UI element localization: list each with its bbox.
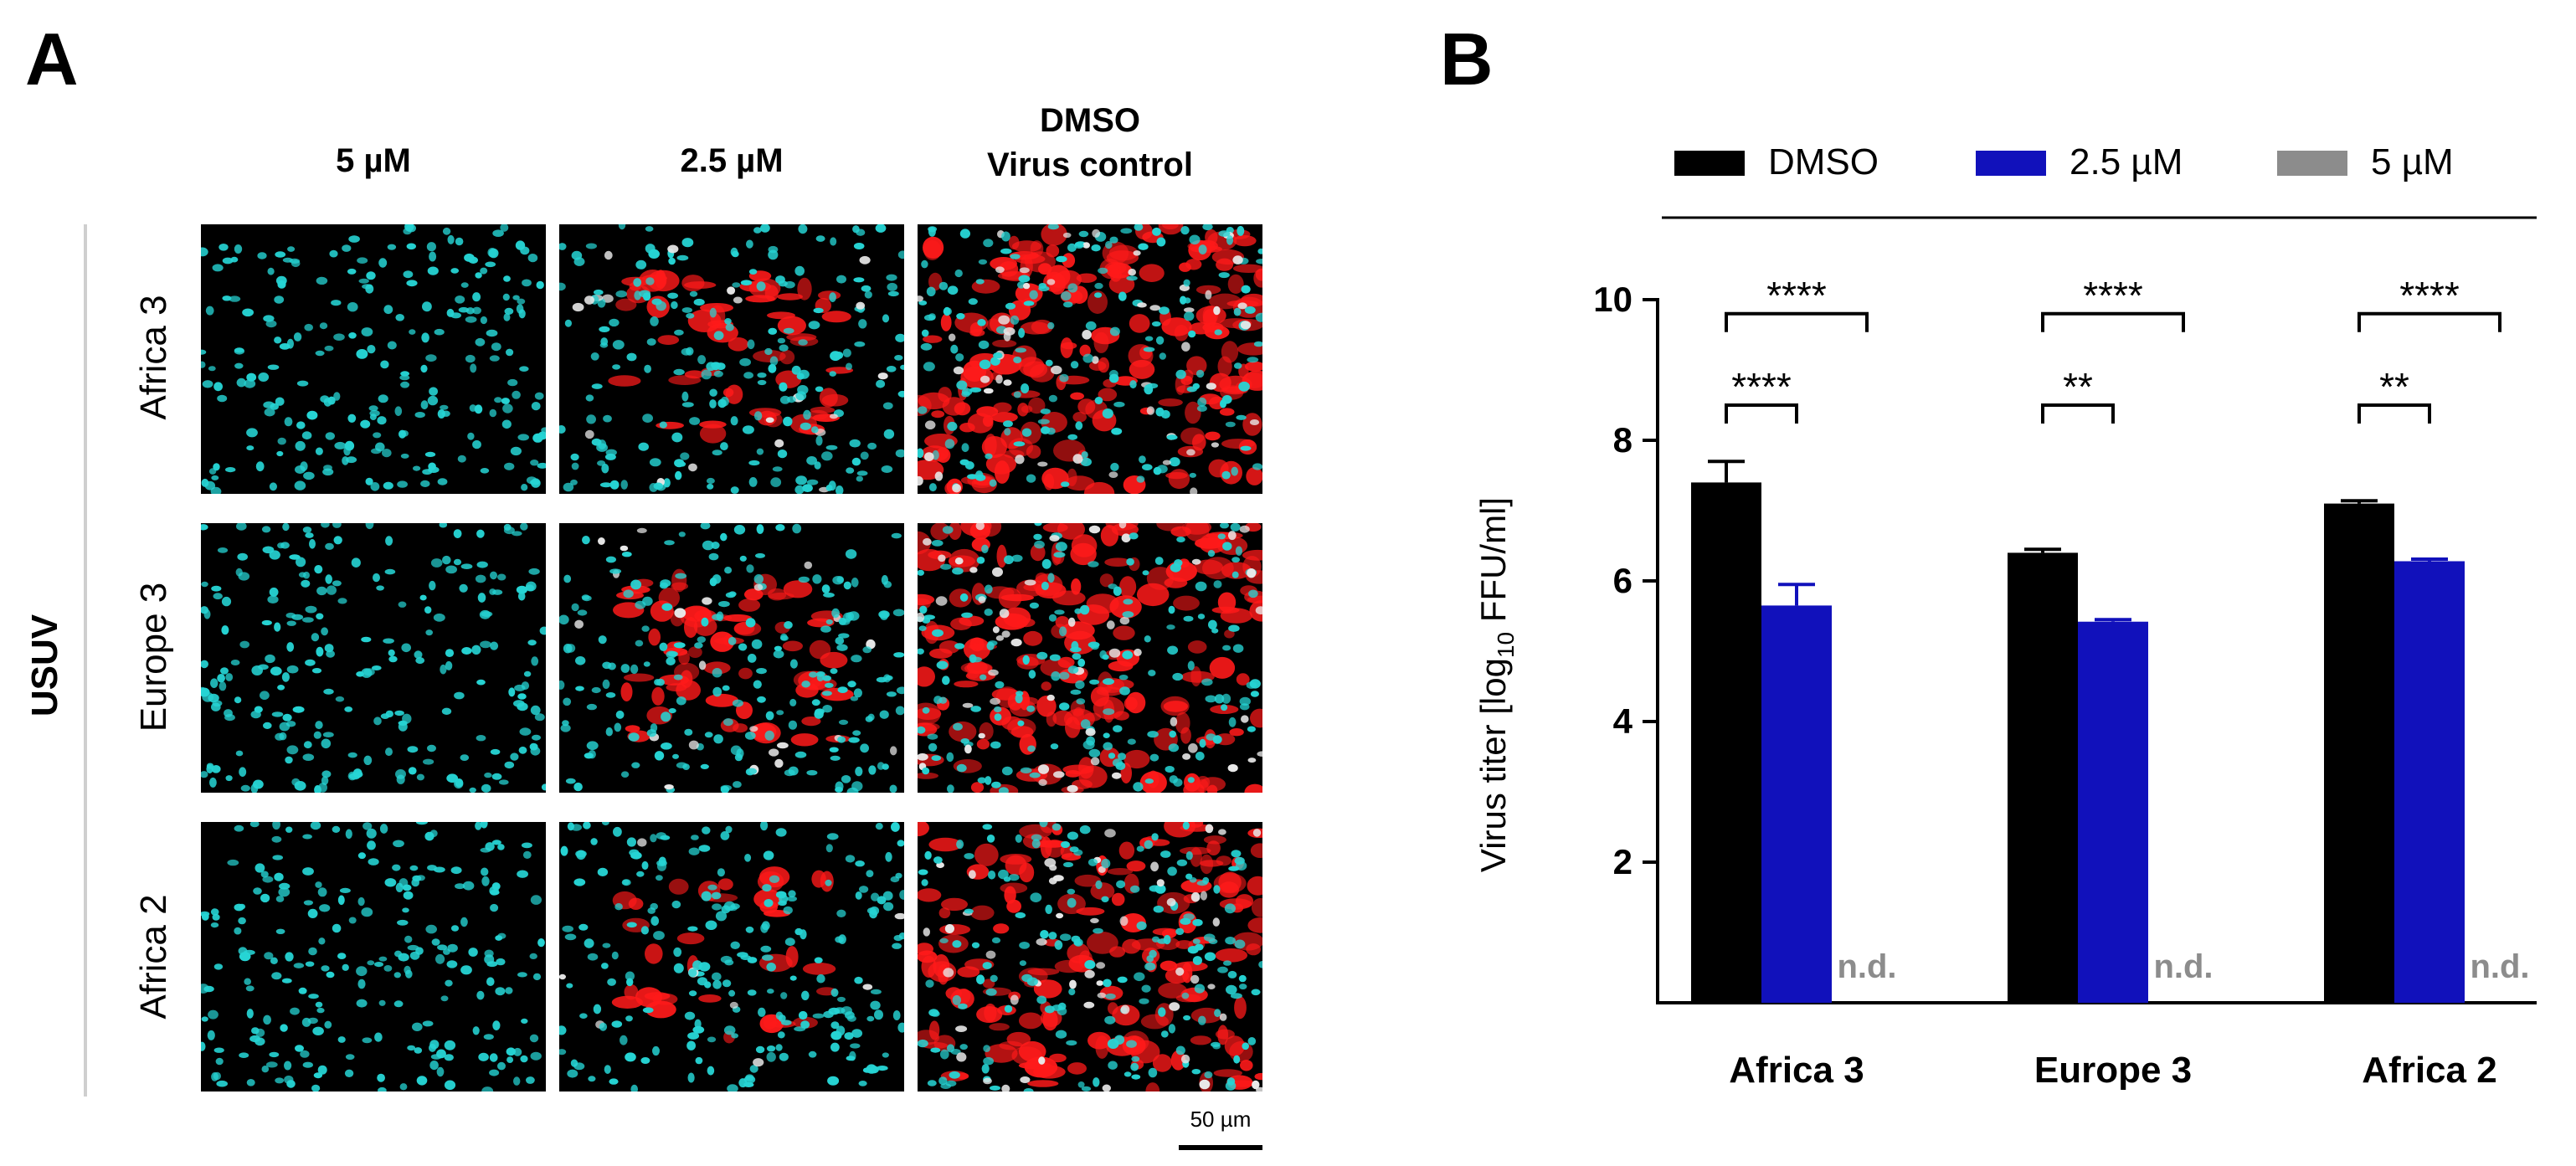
legend-swatch-0 (1674, 151, 1745, 176)
column-header-virus-control: Virus control (987, 146, 1193, 183)
micrograph-africa-3-5um (201, 224, 546, 494)
legend-label-2: 5 µM (2371, 141, 2454, 182)
sig-bracket-top-1 (2041, 311, 2185, 332)
sig-bracket-low-1 (2041, 403, 2115, 424)
group-label-usuv: USUV (24, 614, 65, 717)
nd-label-0: n.d. (1837, 948, 1896, 985)
legend-label-1: 2.5 µM (2070, 141, 2183, 182)
micrograph-africa-2-5um (201, 822, 546, 1092)
bar-0-1 (1761, 605, 1832, 1003)
y-tick-label-4: 10 (1593, 280, 1632, 319)
legend-label-0: DMSO (1768, 141, 1879, 182)
row-label-africa-2: Africa 2 (133, 894, 174, 1020)
x-category-label-0: Africa 3 (1729, 1050, 1864, 1091)
sig-stars-low-0: **** (1731, 365, 1792, 408)
scale-bar (1179, 1145, 1262, 1150)
group-bracket-line (84, 224, 87, 1097)
column-header-dmso: DMSO (1040, 102, 1140, 139)
sig-stars-top-0: **** (1766, 274, 1827, 317)
micrograph-africa-3-dmso (918, 224, 1262, 494)
bar-chart: DMSO 2.5 µM 5 µM 2 4 6 8 10 Virus titer [log10 F… (1473, 141, 2537, 1091)
legend-swatch-2 (2277, 151, 2347, 176)
micrograph-africa-2-dmso (918, 822, 1262, 1092)
y-tick-label-2: 6 (1613, 561, 1632, 600)
y-tick-label-0: 2 (1613, 842, 1632, 881)
column-header-2-5um: 2.5 µM (680, 142, 784, 179)
bar-2-1 (2394, 561, 2465, 1003)
row-label-europe-3: Europe 3 (133, 582, 174, 732)
micrograph-africa-3-2-5um (559, 224, 904, 494)
y-tick-label-3: 8 (1613, 420, 1632, 460)
y-tick-label-1: 4 (1613, 701, 1633, 741)
sig-bracket-top-2 (2357, 311, 2501, 332)
sig-bracket-low-2 (2357, 403, 2431, 424)
x-category-label-1: Europe 3 (2034, 1050, 2192, 1091)
x-category-label-2: Africa 2 (2362, 1050, 2496, 1091)
sig-stars-top-1: **** (2083, 274, 2143, 317)
nd-label-2: n.d. (2470, 948, 2529, 985)
sig-stars-low-2: ** (2379, 365, 2409, 408)
micrograph-europe-3-dmso (918, 523, 1262, 793)
bar-1-1 (2078, 621, 2148, 1003)
sig-bracket-top-0 (1725, 311, 1869, 332)
nd-label-1: n.d. (2153, 948, 2213, 985)
panel-b-letter: B (1440, 18, 1494, 100)
legend-swatch-1 (1976, 151, 2046, 176)
micrograph-africa-2-2-5um (559, 822, 904, 1092)
row-label-africa-3: Africa 3 (133, 295, 174, 420)
y-axis-label: Virus titer [log10 FFU/ml] (1473, 497, 1519, 872)
sig-stars-top-2: **** (2399, 274, 2460, 317)
panel-a-letter: A (25, 18, 79, 100)
column-header-5um: 5 µM (336, 142, 411, 179)
bar-1-0 (2008, 552, 2078, 1003)
micrograph-europe-3-5um (201, 523, 546, 793)
bar-2-0 (2324, 503, 2394, 1003)
bar-0-0 (1691, 482, 1761, 1003)
scale-bar-label: 50 µm (1190, 1107, 1252, 1132)
micrograph-europe-3-2-5um (559, 523, 904, 793)
sig-bracket-low-0 (1725, 403, 1798, 424)
sig-stars-low-1: ** (2063, 365, 2093, 408)
